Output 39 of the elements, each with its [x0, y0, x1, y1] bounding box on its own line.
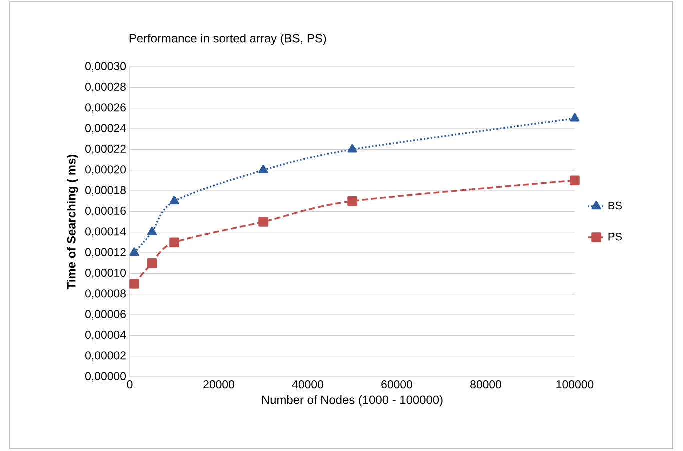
legend-label: PS: [608, 232, 622, 241]
legend-label: BS: [608, 202, 622, 210]
y-tick-label: 0,00012: [86, 248, 126, 258]
y-tick-label: 0,00010: [86, 268, 126, 278]
y-tick-label: 0,00008: [86, 290, 126, 300]
point: [258, 164, 268, 174]
x-tick-label: 60000: [382, 380, 412, 389]
x-tick-label: 40000: [292, 380, 324, 389]
y-tick-label: 0,00002: [86, 352, 126, 362]
x-axis-title: Number of Nodes (1000 - 100000): [262, 395, 443, 407]
y-axis-title: Time of Searching ( ms): [67, 154, 78, 290]
point: [348, 144, 358, 153]
point: [147, 226, 158, 236]
x-tick-label: 80000: [470, 380, 502, 389]
y-tick-label: 0,00022: [86, 144, 126, 154]
y-tick-label: 0,00000: [86, 372, 126, 382]
y-tick-label: 0,00016: [86, 206, 126, 216]
point: [258, 217, 268, 227]
y-tick-label: 0,00006: [86, 310, 126, 320]
point: [570, 113, 580, 122]
point: [147, 258, 158, 268]
y-tick-label: 0,00018: [86, 186, 126, 196]
y-tick-label: 0,00026: [86, 104, 126, 114]
y-tick-label: 0,00024: [86, 124, 126, 134]
y-tick-label: 0,00030: [86, 62, 126, 72]
chart-title: Performance in sorted array (BS, PS): [130, 34, 326, 46]
y-tick-label: 0,00028: [86, 82, 126, 92]
point: [130, 248, 140, 256]
point: [130, 279, 140, 289]
x-tick-label: 20000: [204, 380, 234, 389]
point: [170, 196, 180, 204]
x-tick-label: 100000: [556, 380, 594, 389]
point: [348, 196, 358, 206]
y-tick-label: 0,00020: [86, 166, 126, 176]
x-tick-label: 0: [127, 380, 133, 389]
point: [570, 176, 580, 186]
y-tick-label: 0,00014: [86, 228, 126, 238]
y-tick-label: 0,00004: [86, 330, 126, 340]
point: [170, 238, 180, 248]
